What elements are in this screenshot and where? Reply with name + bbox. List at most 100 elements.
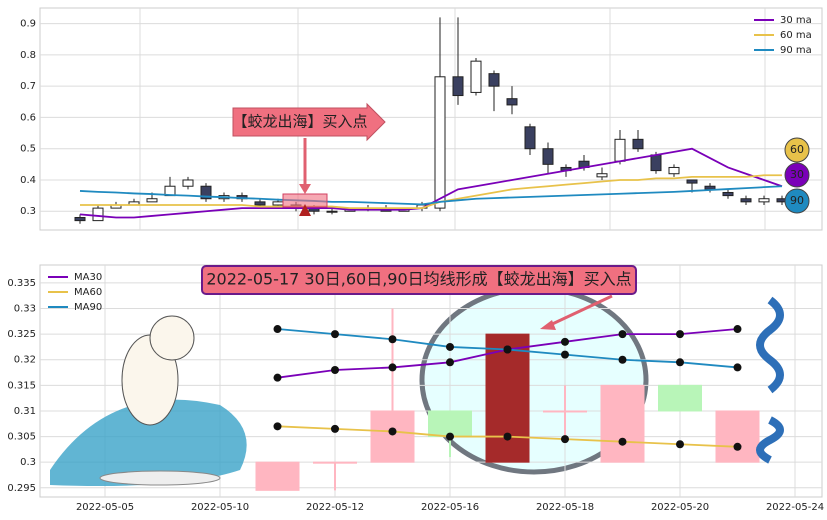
ma-point: [388, 427, 397, 436]
ma-point: [618, 355, 627, 364]
ma-point: [388, 335, 397, 344]
x-tick-label: 2022-05-05: [76, 502, 134, 513]
end-label: 90: [790, 194, 804, 207]
signal-triangle: [299, 204, 311, 216]
candle-body: [254, 201, 266, 206]
title-arrow-head: [540, 320, 556, 330]
ma-point: [561, 435, 569, 444]
ma-point: [446, 358, 454, 367]
candle-body: [488, 73, 500, 87]
candle-body: [255, 461, 300, 491]
candle-body: [182, 179, 194, 187]
y-tick-label: 0.335: [7, 278, 36, 289]
ma-point: [676, 358, 684, 367]
ma-point: [503, 432, 512, 441]
y-tick-label: 0.5: [20, 144, 36, 155]
ma-point: [676, 330, 684, 339]
labels: 0.3 0.4 0.5 0.6 0.7 0.8 0.9 30 30 ma 60 60 ma 90 90 …: [7, 15, 824, 513]
y-tick-label: 0.3: [20, 457, 36, 468]
end-label-badge: [784, 137, 810, 163]
x-tick-label: 2022-05-12: [306, 502, 364, 513]
candle-body: [715, 410, 760, 463]
candle-body: [758, 198, 770, 203]
candle-body: [200, 185, 212, 200]
end-label-badge: [784, 162, 810, 188]
ma-point: [273, 422, 282, 431]
x-tick-label: 2022-05-20: [651, 502, 709, 513]
decoration-dragon: [756, 296, 784, 464]
y-tick-label: 0.9: [20, 19, 36, 30]
candle-body: [600, 384, 645, 463]
candle-body: [722, 191, 734, 197]
y-tick-label: 0.315: [7, 380, 36, 391]
x-tick-label: 2022-05-18: [536, 502, 594, 513]
y-tick-label: 0.6: [20, 112, 36, 123]
y-tick-label: 0.31: [14, 406, 36, 417]
candle-body: [686, 179, 698, 184]
candle-body: [668, 166, 680, 175]
candle-body: [596, 173, 608, 178]
candle-body: [632, 138, 644, 150]
candle-body: [704, 185, 716, 190]
y-tick-label: 0.3: [20, 206, 36, 217]
candle-body: [272, 201, 284, 206]
ma-point: [561, 350, 569, 359]
ma-point: [273, 325, 282, 334]
candle-body: [485, 333, 530, 463]
candle-body: [658, 384, 702, 412]
y-tick-label: 0.33: [14, 304, 36, 315]
candle-body: [506, 98, 518, 106]
candle-body: [74, 216, 86, 222]
candle-body: [146, 198, 158, 203]
candle-body: [313, 461, 357, 464]
candle-body: [92, 207, 104, 222]
ma-point: [618, 437, 627, 446]
end-label-badge: [784, 188, 810, 214]
top-plot-frame: [39, 7, 823, 231]
decoration-dog: [50, 315, 247, 486]
ma-point: [503, 345, 512, 354]
bottom-title-box: [201, 265, 637, 295]
ma-point: [561, 337, 569, 346]
end-label: 30: [790, 168, 804, 181]
candle-body: [543, 410, 587, 413]
ma-point: [733, 325, 742, 334]
legend-label: MA60: [74, 287, 102, 298]
y-tick-label: 0.325: [7, 329, 36, 340]
legend-label: MA30: [74, 272, 102, 283]
ma-line: [80, 174, 782, 210]
candle-body: [650, 154, 662, 172]
x-tick-label: 2022-05-16: [421, 502, 479, 513]
candle-body: [428, 410, 472, 438]
x-tick-label: 2022-05-10: [191, 502, 249, 513]
candle-body: [370, 410, 415, 463]
candle-body: [452, 76, 464, 97]
candle-body: [470, 60, 482, 93]
ma-point: [446, 432, 454, 441]
y-tick-label: 0.8: [20, 50, 36, 61]
legend-label: MA90: [74, 302, 102, 313]
annotation-text: 【蛟龙出海】买入点: [232, 113, 367, 131]
x-tick-label: 2022-05-24: [766, 502, 824, 513]
ma-point: [388, 363, 397, 372]
y-tick-label: 0.7: [20, 81, 36, 92]
candle-body: [524, 126, 536, 150]
ma-point: [618, 330, 627, 339]
candle-body: [326, 210, 338, 213]
candle-body: [542, 148, 554, 165]
candle-body: [740, 198, 752, 203]
ma-point: [331, 424, 339, 433]
marks: [40, 17, 822, 497]
annotation-banner: [232, 102, 386, 142]
annotation-arrow-head: [299, 184, 311, 194]
ma-point: [446, 342, 454, 351]
legend-label: 90 ma: [780, 45, 812, 56]
ma-point: [331, 330, 339, 339]
ma-point: [733, 363, 742, 372]
candle-body: [434, 76, 446, 209]
candle-body: [614, 138, 626, 162]
title-arrow: [547, 294, 613, 328]
ma-point: [331, 365, 339, 374]
